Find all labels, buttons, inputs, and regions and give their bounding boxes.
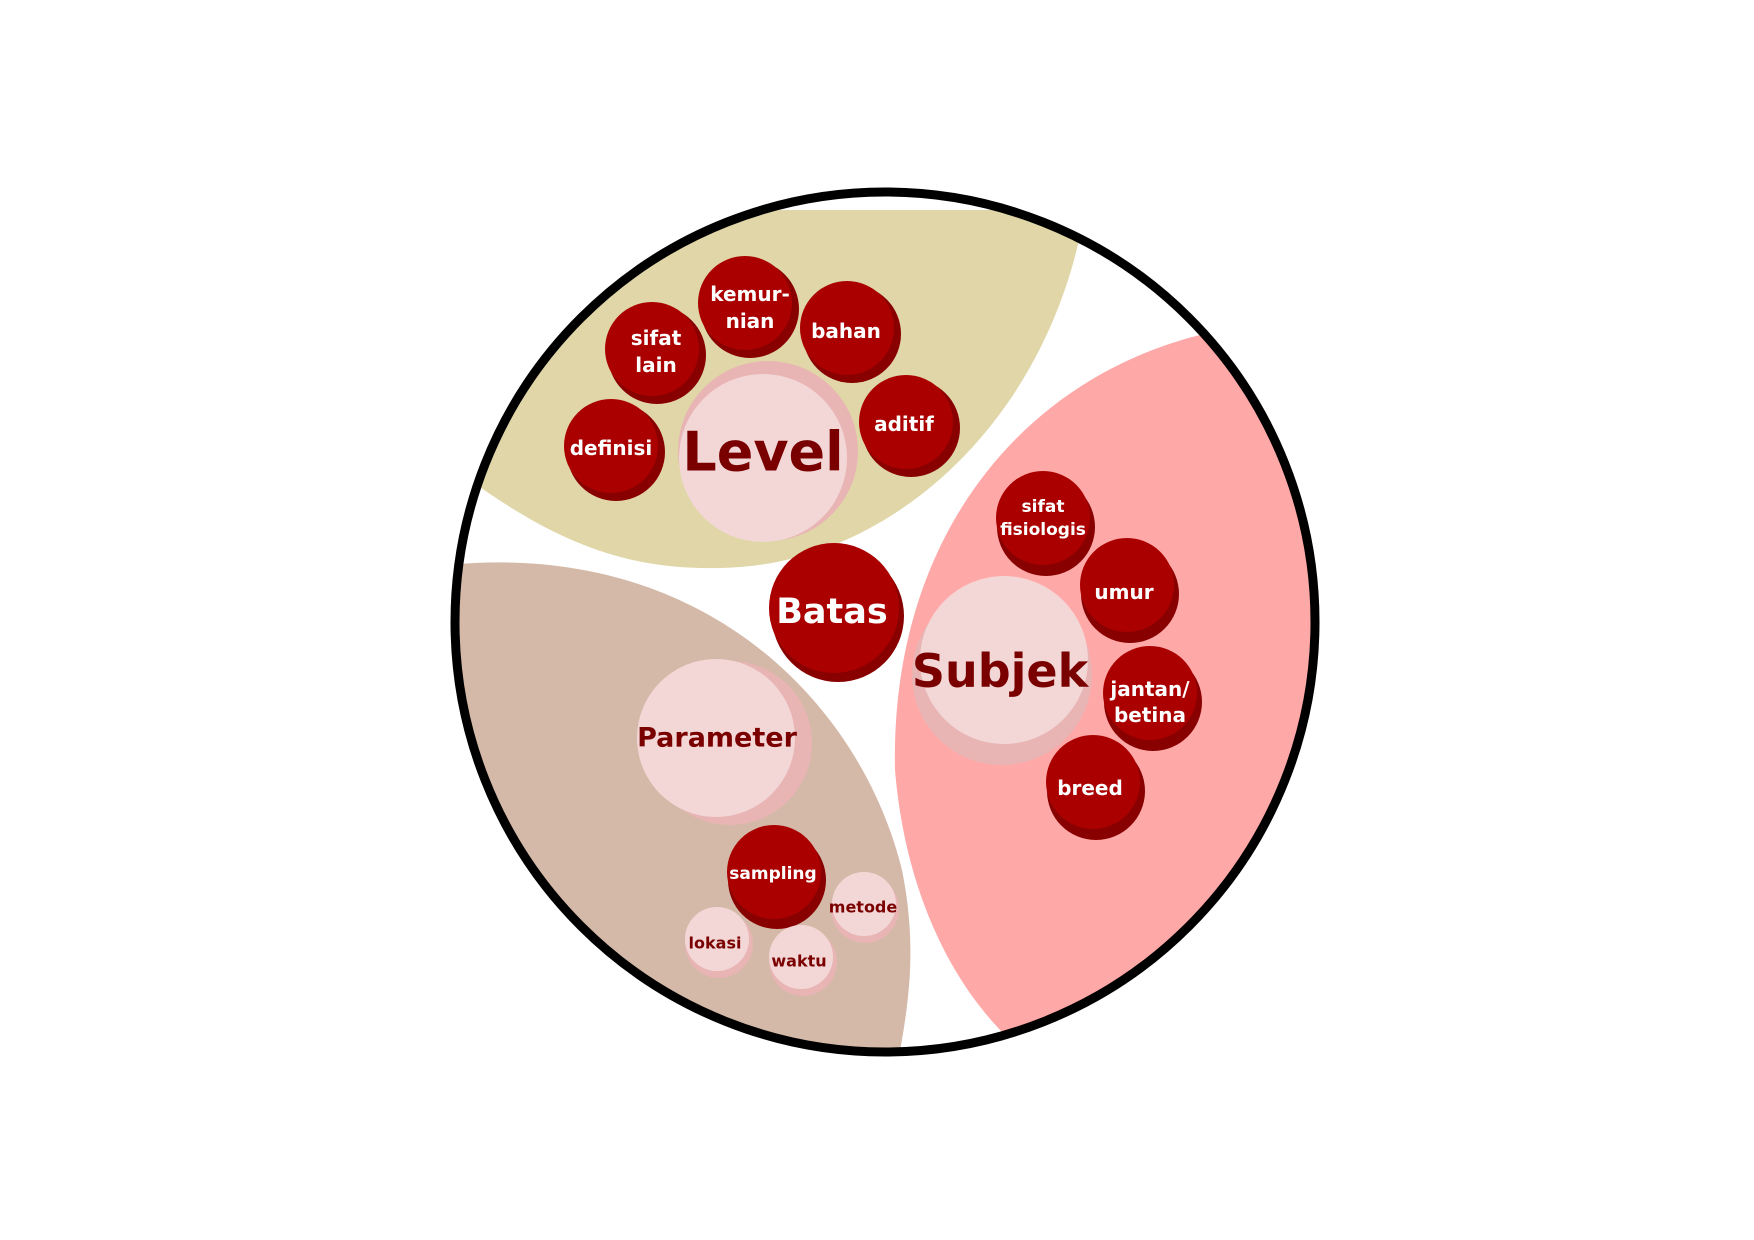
subjek-label: Subjek bbox=[912, 644, 1090, 698]
level-node-definisi[interactable]: definisi bbox=[564, 399, 665, 501]
level-label: Level bbox=[682, 421, 843, 484]
parameter-node-metode[interactable]: metode bbox=[829, 872, 899, 943]
subjek-node-breed[interactable]: breed bbox=[1046, 735, 1145, 840]
parameter-node-waktu-label: waktu bbox=[771, 952, 826, 971]
parameter-group: Parameter sampling metode lokasi waktu bbox=[637, 659, 899, 996]
level-node-definisi-label: definisi bbox=[570, 436, 653, 460]
level-group: Level definisi sifat lain kemur- nian ba… bbox=[564, 256, 960, 542]
level-node-kemurnian-line2: nian bbox=[726, 309, 775, 333]
batas-node[interactable]: Batas bbox=[769, 543, 904, 682]
level-node-bahan[interactable]: bahan bbox=[800, 281, 901, 383]
subjek-node-sifat-fisiologis[interactable]: sifat fisiologis bbox=[996, 471, 1095, 576]
parameter-node-lokasi-label: lokasi bbox=[689, 934, 742, 953]
outer-ring bbox=[450, 187, 1320, 1057]
level-node-sifat-lain-line2: lain bbox=[635, 353, 676, 377]
parameter-hub[interactable]: Parameter bbox=[637, 659, 812, 825]
parameter-node-sampling-label: sampling bbox=[729, 864, 816, 884]
batas-label: Batas bbox=[776, 592, 887, 632]
subjek-node-umur[interactable]: umur bbox=[1080, 538, 1179, 643]
parameter-node-waktu[interactable]: waktu bbox=[769, 925, 837, 996]
parameter-label: Parameter bbox=[637, 723, 797, 754]
parameter-node-lokasi[interactable]: lokasi bbox=[685, 907, 753, 978]
subjek-node-jantan-betina-line1: jantan/ bbox=[1109, 677, 1190, 701]
parameter-node-sampling[interactable]: sampling bbox=[727, 825, 826, 929]
subjek-node-sifat-fisiologis-line2: fisiologis bbox=[1000, 520, 1086, 540]
level-node-sifat-lain[interactable]: sifat lain bbox=[605, 302, 706, 404]
subjek-node-jantan-betina-line2: betina bbox=[1114, 703, 1186, 727]
level-node-aditif[interactable]: aditif bbox=[859, 375, 960, 477]
level-node-kemurnian-line1: kemur- bbox=[710, 282, 790, 306]
subjek-node-sifat-fisiologis-line1: sifat bbox=[1022, 497, 1065, 517]
level-hub: Level bbox=[678, 361, 858, 542]
parameter-node-metode-label: metode bbox=[829, 898, 898, 917]
level-node-bahan-label: bahan bbox=[811, 319, 881, 343]
subjek-node-umur-label: umur bbox=[1094, 580, 1153, 604]
subjek-group: Subjek sifat fisiologis umur jantan/ bet… bbox=[912, 471, 1202, 840]
subjek-hub[interactable]: Subjek bbox=[912, 576, 1092, 765]
subjek-node-jantan-betina[interactable]: jantan/ betina bbox=[1103, 646, 1202, 751]
subjek-node-breed-label: breed bbox=[1057, 776, 1123, 800]
level-node-sifat-lain-line1: sifat bbox=[631, 326, 682, 350]
level-node-aditif-label: aditif bbox=[874, 412, 934, 436]
level-node-kemurnian[interactable]: kemur- nian bbox=[698, 256, 799, 358]
